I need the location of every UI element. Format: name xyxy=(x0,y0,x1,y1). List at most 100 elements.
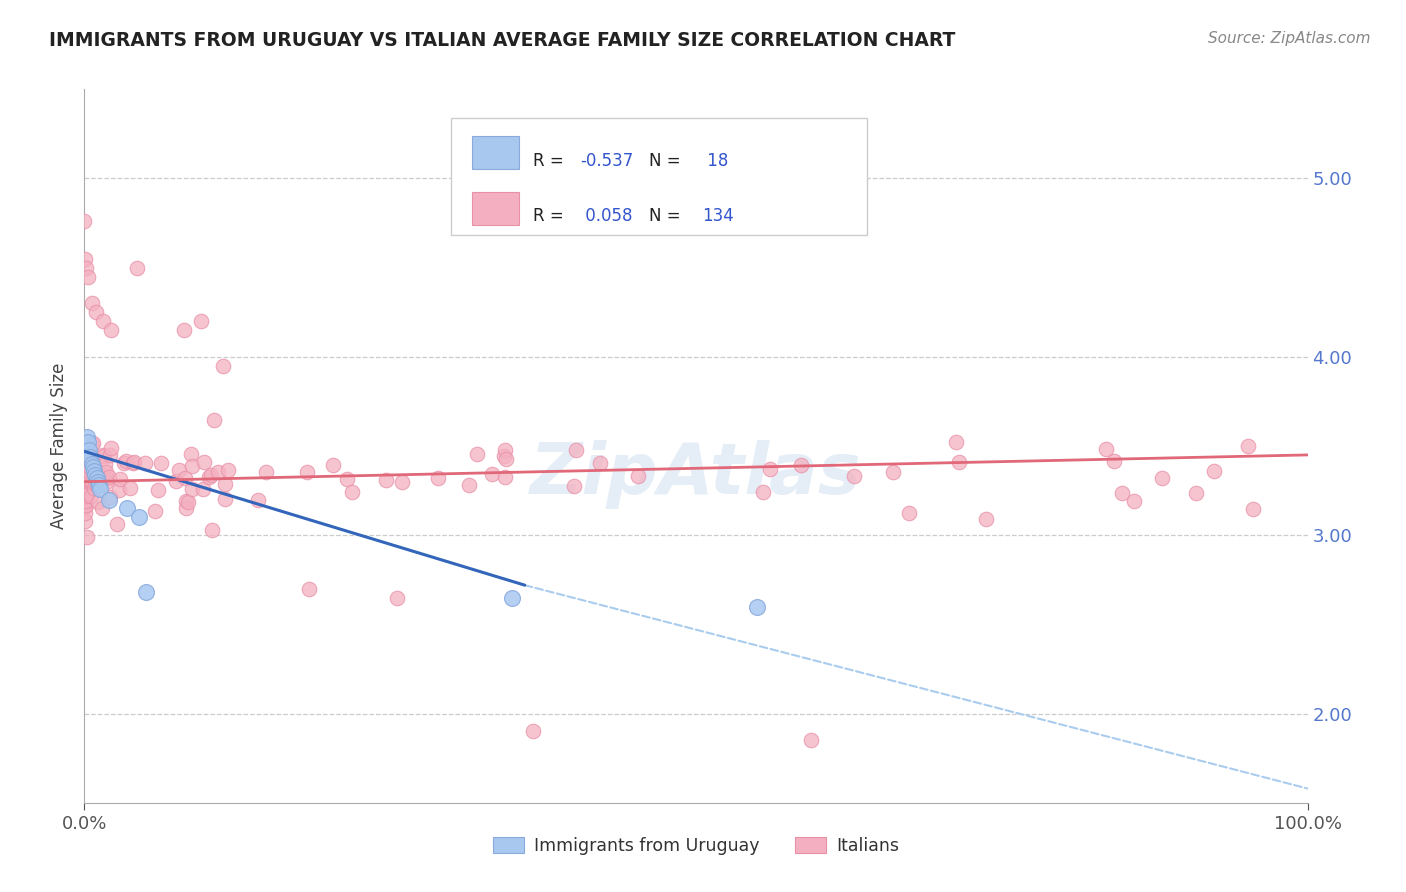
Point xyxy=(202,413,225,427)
Point xyxy=(1204,464,1226,478)
Point xyxy=(565,443,588,458)
Point xyxy=(80,489,103,503)
Point xyxy=(198,470,221,484)
Point xyxy=(115,501,138,516)
Point xyxy=(84,476,107,491)
Point xyxy=(150,456,173,470)
Point xyxy=(89,482,111,496)
Point xyxy=(75,506,97,520)
Point xyxy=(73,500,96,515)
Text: IMMIGRANTS FROM URUGUAY VS ITALIAN AVERAGE FAMILY SIZE CORRELATION CHART: IMMIGRANTS FROM URUGUAY VS ITALIAN AVERA… xyxy=(49,31,956,50)
Text: 0.058: 0.058 xyxy=(579,208,633,226)
Point xyxy=(91,500,114,515)
Point xyxy=(481,467,503,482)
Point xyxy=(80,475,103,490)
Point xyxy=(427,471,450,485)
Point xyxy=(87,475,110,489)
Point xyxy=(77,472,100,486)
Text: ZipAtlas: ZipAtlas xyxy=(530,440,862,509)
Point xyxy=(177,495,200,509)
Text: R =: R = xyxy=(533,153,569,170)
Text: N =: N = xyxy=(650,208,686,226)
Point xyxy=(128,510,150,524)
Point xyxy=(193,455,215,469)
Point xyxy=(87,478,110,492)
Point xyxy=(76,430,98,444)
Point xyxy=(114,454,136,468)
Point xyxy=(76,530,98,544)
Point xyxy=(495,451,517,466)
Point xyxy=(181,458,204,473)
Legend: Immigrants from Uruguay, Italians: Immigrants from Uruguay, Italians xyxy=(485,830,907,862)
Point xyxy=(73,477,96,491)
Text: 134: 134 xyxy=(702,208,734,226)
Point xyxy=(134,456,156,470)
Point xyxy=(77,435,100,450)
Point xyxy=(75,489,97,503)
FancyBboxPatch shape xyxy=(451,118,868,235)
Point xyxy=(76,475,98,489)
Point xyxy=(191,482,214,496)
Point xyxy=(211,359,233,373)
Point xyxy=(79,450,101,464)
Point xyxy=(112,456,135,470)
Text: Source: ZipAtlas.com: Source: ZipAtlas.com xyxy=(1208,31,1371,46)
Point xyxy=(84,305,107,319)
Point xyxy=(336,472,359,486)
Point xyxy=(122,455,145,469)
Point xyxy=(492,449,515,463)
Point xyxy=(522,724,544,739)
Point xyxy=(121,456,143,470)
Point xyxy=(190,314,212,328)
Point xyxy=(87,478,110,492)
Point xyxy=(80,437,103,451)
Point xyxy=(148,483,170,498)
Point xyxy=(83,481,105,495)
Point xyxy=(73,498,96,512)
Point xyxy=(948,455,970,469)
Point xyxy=(167,463,190,477)
Bar xyxy=(472,192,519,225)
Point xyxy=(80,296,103,310)
Point xyxy=(1095,442,1118,457)
Point xyxy=(80,457,103,471)
Point xyxy=(974,512,997,526)
Point xyxy=(73,252,96,266)
Text: N =: N = xyxy=(650,153,686,170)
Point xyxy=(214,491,236,506)
Y-axis label: Average Family Size: Average Family Size xyxy=(51,363,69,529)
Point xyxy=(77,465,100,479)
Point xyxy=(83,464,105,478)
Point xyxy=(75,474,97,488)
Point xyxy=(127,260,149,275)
Point xyxy=(98,469,121,483)
Point xyxy=(73,473,96,487)
Point xyxy=(75,493,97,508)
Point xyxy=(844,469,866,483)
Point xyxy=(465,447,488,461)
Point xyxy=(1184,486,1206,500)
Point xyxy=(77,269,100,284)
Point xyxy=(1237,439,1260,453)
Text: R =: R = xyxy=(533,208,569,226)
Point xyxy=(174,471,197,485)
Point xyxy=(94,475,117,490)
Point xyxy=(79,474,101,488)
Point xyxy=(75,260,97,275)
Point xyxy=(80,451,103,466)
Point xyxy=(494,470,516,484)
Text: 18: 18 xyxy=(702,153,728,170)
Point xyxy=(340,485,363,500)
Point xyxy=(108,472,131,486)
Point xyxy=(627,469,650,483)
Point xyxy=(100,441,122,455)
Point xyxy=(79,459,101,474)
Point xyxy=(254,465,277,479)
Point xyxy=(94,458,117,472)
Point xyxy=(76,474,98,488)
Point xyxy=(100,323,122,337)
Point xyxy=(1241,502,1264,516)
Point xyxy=(295,465,318,479)
Point xyxy=(91,449,114,463)
Point xyxy=(752,485,775,500)
